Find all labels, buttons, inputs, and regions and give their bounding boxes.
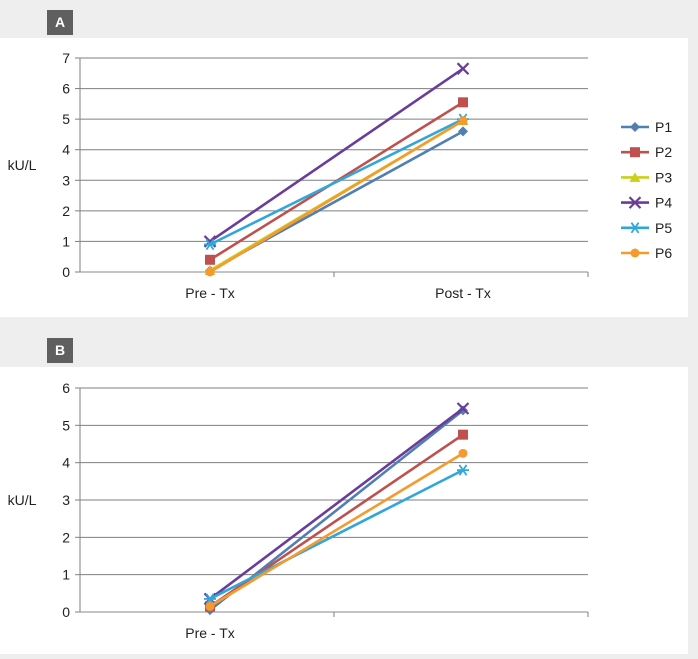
chart-a-series-line-p4 [209, 67, 464, 243]
legend-label-p6: P6 [655, 245, 672, 261]
legend-label-p5: P5 [655, 220, 672, 236]
panel-label-a: A [47, 10, 73, 35]
chart-a-y-tick-label: 7 [62, 50, 70, 66]
chart-b-y-tick-label: 3 [62, 492, 70, 508]
legend-label-p4: P4 [655, 195, 672, 211]
chart-b-point-p6-pre [205, 601, 215, 611]
chart-b-y-tick-label: 5 [62, 417, 70, 433]
chart-a-y-tick-label: 6 [62, 81, 70, 97]
legend-label-p2: P2 [655, 144, 672, 160]
chart-b-y-tick-label: 2 [62, 529, 70, 545]
chart-b-point-p5-post [457, 464, 469, 476]
chart-a-y-tick-label: 4 [62, 142, 70, 158]
chart-a-point-p5-pre [204, 238, 216, 251]
chart-a-x-category-label: Post - Tx [435, 285, 491, 301]
legend-marker-p2 [630, 147, 640, 158]
chart-a-x-category-label: Pre - Tx [185, 285, 235, 301]
chart-a-point-p2-pre [205, 254, 215, 265]
chart-a-series-line-p5 [209, 117, 464, 246]
chart-panel-b [0, 367, 688, 654]
chart-b-point-p2-post [458, 429, 468, 440]
legend-marker-p5 [629, 222, 641, 234]
chart-a-point-p2-post [458, 97, 468, 108]
panel-label-b: B [47, 338, 73, 363]
chart-b-y-tick-label: 6 [62, 380, 70, 396]
chart-a-point-p6-pre [205, 267, 215, 277]
legend-marker-p4 [628, 196, 642, 209]
chart-a-series-line-p6 [209, 119, 464, 274]
chart-b-point-p6-post [458, 448, 468, 458]
chart-b-y-axis-label: kU/L [8, 492, 37, 508]
chart-b-y-tick-label: 4 [62, 455, 70, 471]
chart-b-series-line-p6 [209, 452, 464, 608]
chart-b-point-p4-post [456, 402, 470, 415]
legend-marker-p6 [630, 248, 640, 258]
chart-a-y-tick-label: 5 [62, 111, 70, 127]
chart-b-x-category-label: Pre - Tx [185, 625, 235, 641]
legend-marker-p3 [629, 172, 641, 182]
chart-b-series-line-p5 [209, 468, 464, 601]
legend-marker-p1 [630, 122, 640, 132]
chart-b-series-line-p4 [209, 407, 464, 600]
chart-a-point-p6-post [458, 116, 468, 126]
chart-a-point-p4-post [456, 62, 470, 75]
chart-a-point-p1-post [458, 126, 468, 137]
chart-b-point-p1-post [458, 405, 468, 416]
chart-a-y-tick-label: 3 [62, 172, 70, 188]
chart-a-y-tick-label: 2 [62, 203, 70, 219]
chart-b-y-tick-label: 0 [62, 604, 70, 620]
chart-b-point-p5-pre [204, 593, 216, 605]
chart-b-y-tick-label: 1 [62, 567, 70, 583]
chart-a-y-tick-label: 0 [62, 264, 70, 280]
chart-a-y-tick-label: 1 [62, 233, 70, 249]
legend-label-p1: P1 [655, 119, 672, 135]
legend-label-p3: P3 [655, 169, 672, 185]
chart-a-y-axis-label: kU/L [8, 157, 37, 173]
